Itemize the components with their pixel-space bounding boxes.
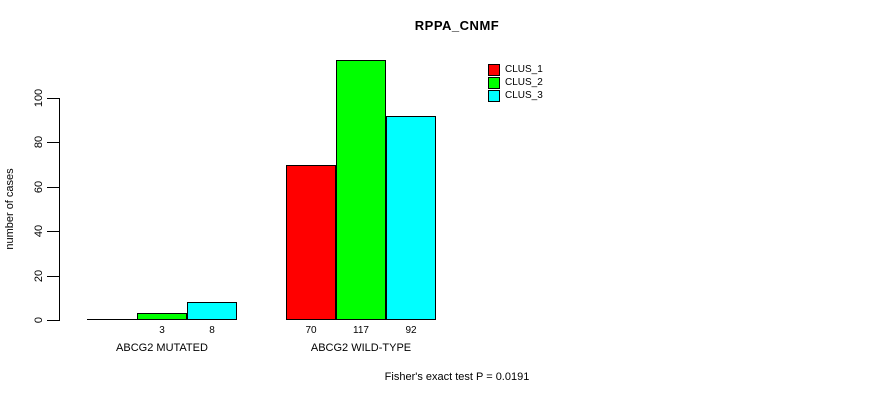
bar-value-label: 3 — [159, 325, 165, 336]
legend-label: CLUS_2 — [505, 77, 543, 88]
bar-clus_3 — [187, 302, 237, 320]
bar-clus_1 — [286, 165, 336, 320]
legend-label: CLUS_3 — [505, 90, 543, 101]
y-tick — [47, 187, 59, 188]
bar-clus_3 — [386, 116, 436, 320]
bar-clus_1-zero — [87, 319, 137, 320]
y-tick-label: 100 — [33, 88, 45, 108]
y-tick-label: 40 — [33, 224, 45, 238]
y-axis-line — [59, 98, 60, 321]
legend-item: CLUS_1 — [488, 63, 543, 76]
y-tick-label: 60 — [33, 180, 45, 194]
legend: CLUS_1 CLUS_2 CLUS_3 — [488, 63, 543, 102]
bar-value-label: 117 — [353, 325, 369, 336]
footnote-fisher-test: Fisher's exact test P = 0.0191 — [384, 371, 530, 383]
y-tick — [47, 231, 59, 232]
legend-label: CLUS_1 — [505, 64, 543, 75]
y-tick-label: 80 — [33, 135, 45, 149]
y-tick-label: 20 — [33, 269, 45, 283]
bar-value-label: 92 — [405, 325, 417, 336]
bar-value-label: 70 — [305, 325, 317, 336]
y-tick-label: 0 — [33, 316, 45, 324]
bar-value-label: 8 — [209, 325, 215, 336]
y-tick — [47, 98, 59, 99]
legend-item: CLUS_3 — [488, 89, 543, 102]
legend-swatch-clus_2 — [488, 76, 500, 89]
legend-item: CLUS_2 — [488, 76, 543, 89]
chart-title: RPPA_CNMF — [414, 18, 500, 33]
y-tick — [47, 276, 59, 277]
x-group-label: ABCG2 MUTATED — [116, 342, 208, 354]
bar-clus_2 — [336, 60, 386, 320]
y-tick — [47, 142, 59, 143]
y-tick — [47, 320, 59, 321]
bar-clus_2 — [137, 313, 187, 320]
x-group-label: ABCG2 WILD-TYPE — [310, 342, 412, 354]
legend-swatch-clus_3 — [488, 89, 500, 102]
y-axis-label: number of cases — [4, 168, 16, 250]
legend-swatch-clus_1 — [488, 63, 500, 76]
